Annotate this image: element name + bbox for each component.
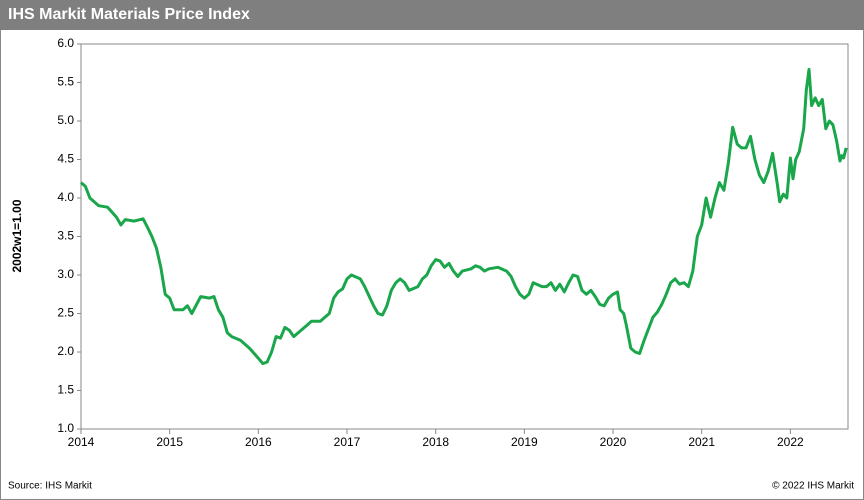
y-tick-label: 2.0 bbox=[57, 344, 74, 358]
copyright: © 2022 IHS Markit bbox=[772, 481, 854, 492]
x-tick-label: 2016 bbox=[245, 435, 272, 449]
y-tick-label: 6.0 bbox=[57, 36, 74, 50]
y-tick-label: 1.5 bbox=[57, 383, 74, 397]
y-tick-label: 4.0 bbox=[57, 190, 74, 204]
y-tick-label: 5.0 bbox=[57, 113, 74, 127]
chart-title: IHS Markit Materials Price Index bbox=[8, 6, 250, 23]
header-bar bbox=[0, 0, 864, 30]
y-tick-label: 3.0 bbox=[57, 267, 74, 281]
y-axis-label: 2002w1=1.00 bbox=[10, 199, 24, 272]
source: Source: IHS Markit bbox=[8, 481, 92, 492]
x-tick-label: 2021 bbox=[688, 435, 715, 449]
y-tick-label: 5.5 bbox=[57, 75, 74, 89]
series-line bbox=[80, 67, 848, 366]
x-tick-label: 2015 bbox=[156, 435, 183, 449]
x-tick-label: 2018 bbox=[422, 435, 449, 449]
y-tick-label: 3.5 bbox=[57, 229, 74, 243]
x-tick-label: 2019 bbox=[511, 435, 538, 449]
y-tick-label: 1.0 bbox=[57, 421, 74, 435]
y-tick-label: 4.5 bbox=[57, 152, 74, 166]
y-tick-label: 2.5 bbox=[57, 306, 74, 320]
x-tick-label: 2022 bbox=[777, 435, 804, 449]
x-tick-label: 2014 bbox=[68, 435, 95, 449]
x-tick-label: 2017 bbox=[334, 435, 361, 449]
x-tick-label: 2020 bbox=[600, 435, 627, 449]
